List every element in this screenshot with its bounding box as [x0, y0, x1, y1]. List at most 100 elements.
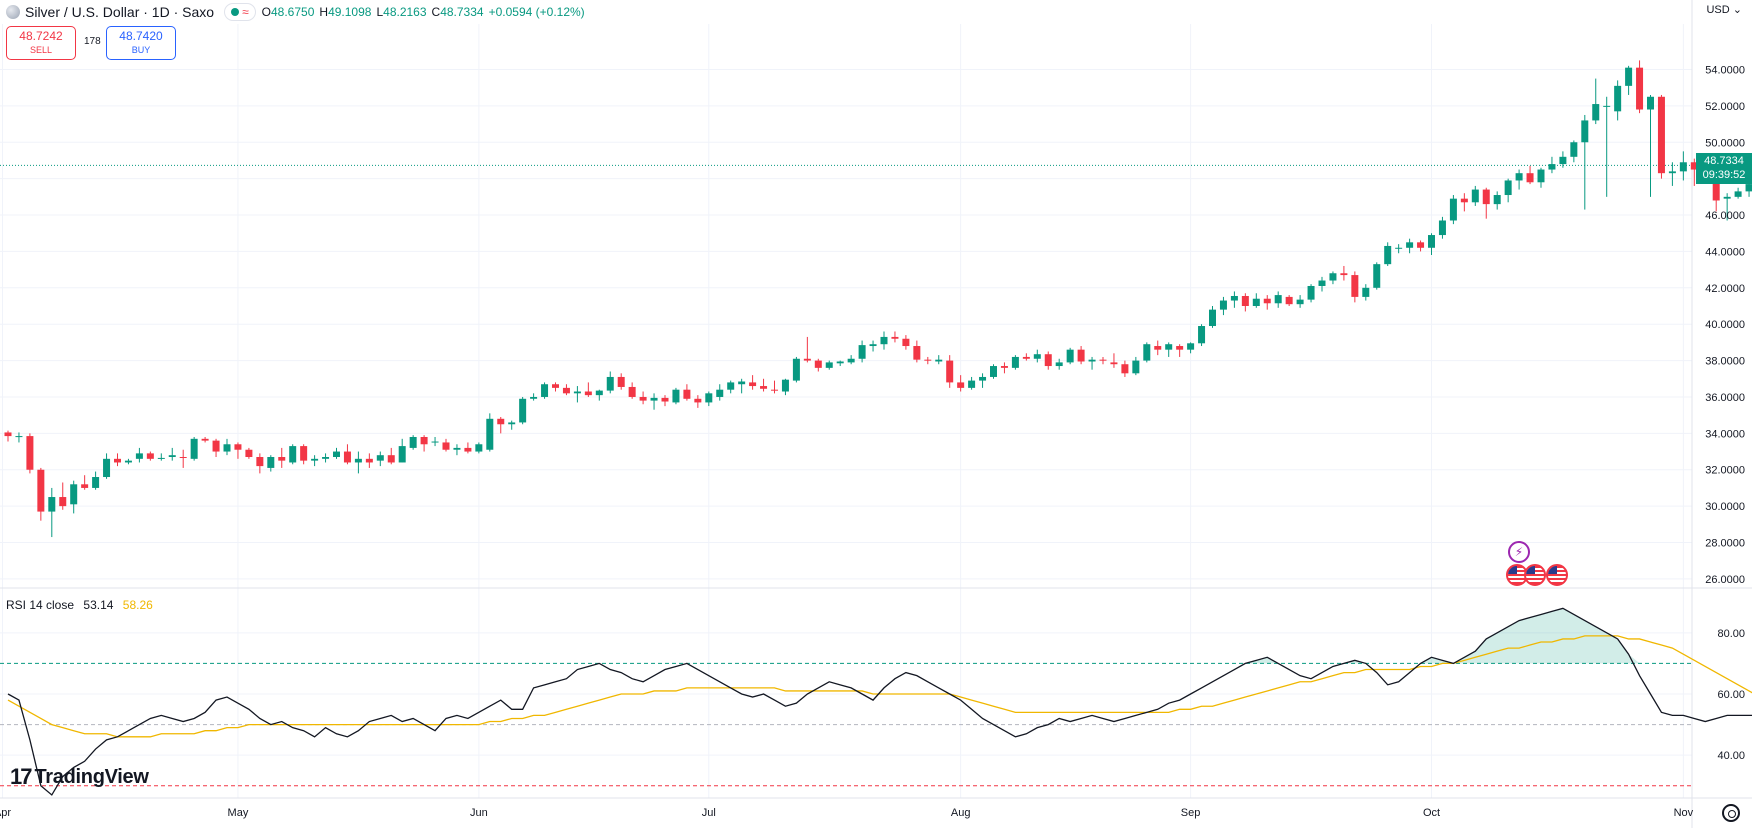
candle	[935, 355, 943, 365]
candle	[803, 336, 811, 363]
tradingview-logo-icon: 17	[10, 764, 33, 789]
candle-body	[1548, 164, 1556, 170]
candle	[661, 395, 669, 407]
candle-body	[1000, 366, 1008, 368]
candle	[1219, 296, 1227, 316]
candle	[880, 331, 888, 350]
candle	[1526, 165, 1534, 185]
candle	[562, 384, 570, 396]
candle	[1559, 151, 1567, 168]
sell-button[interactable]: 48.7242 SELL	[6, 26, 76, 60]
candle-body	[990, 366, 997, 377]
candle	[1482, 187, 1490, 219]
candle-body	[1526, 173, 1534, 183]
candle	[1592, 78, 1600, 125]
candle-body	[212, 440, 220, 452]
candle	[333, 447, 340, 459]
candle-body	[1033, 354, 1041, 359]
candle	[1263, 295, 1271, 310]
candle	[760, 378, 768, 392]
candle-body	[639, 396, 647, 401]
market-status-indicator[interactable]: ≈	[224, 3, 256, 21]
candle-body	[530, 396, 538, 399]
candle	[913, 340, 921, 363]
candle	[212, 438, 220, 458]
last-price-tag: 48.7334 09:39:52	[1696, 153, 1752, 184]
candle	[1044, 351, 1052, 370]
candle-body	[464, 447, 472, 452]
candle	[1406, 238, 1414, 254]
lightning-event-icon[interactable]: ⚡	[1508, 541, 1530, 563]
candle-body	[705, 393, 713, 403]
candle-body	[1428, 235, 1435, 248]
candle	[1011, 355, 1019, 370]
candle-body	[59, 497, 67, 507]
candle	[1230, 291, 1238, 308]
buy-button[interactable]: 48.7420 BUY	[106, 26, 176, 60]
candle	[1340, 265, 1348, 281]
candle-body	[628, 386, 636, 397]
candle-body	[1471, 189, 1479, 203]
candle-body	[935, 359, 943, 362]
candle-body	[497, 418, 505, 425]
candle-body	[792, 358, 800, 381]
candle	[1110, 353, 1118, 368]
candle	[847, 355, 855, 365]
candle	[1537, 167, 1545, 188]
candle	[70, 480, 78, 514]
candle	[716, 384, 724, 401]
candle	[103, 453, 111, 479]
candle-body	[1482, 189, 1490, 205]
candle-body	[300, 446, 308, 461]
market-open-dot-icon	[231, 8, 240, 16]
candle-body	[311, 458, 319, 461]
candle-body	[256, 457, 264, 467]
candle	[990, 364, 997, 379]
candle-body	[694, 398, 702, 403]
candle-body	[409, 436, 417, 448]
candle	[1679, 151, 1687, 181]
candle	[1198, 324, 1206, 347]
candle	[1099, 356, 1107, 365]
candle	[81, 475, 89, 490]
candle-body	[1263, 298, 1271, 304]
candle-body	[1559, 156, 1567, 165]
candle-body	[322, 457, 330, 459]
candle	[453, 444, 461, 456]
candle	[179, 449, 187, 468]
candle-body	[168, 455, 176, 458]
symbol-title[interactable]: Silver / U.S. Dollar · 1D · Saxo	[25, 4, 215, 20]
price-axis-label: 42.0000	[1705, 283, 1745, 295]
candle-body	[354, 458, 362, 463]
candle-body	[114, 458, 121, 463]
candle	[1657, 94, 1665, 179]
ohlc-low: L48.2163	[376, 5, 427, 19]
candle-body	[420, 436, 428, 445]
rsi-overbought-fill	[1453, 608, 1640, 664]
candle	[4, 430, 12, 442]
candle-body	[1044, 354, 1052, 367]
candle-body	[1198, 326, 1206, 344]
candle	[1132, 356, 1140, 376]
candle	[289, 444, 297, 465]
candle-body	[1088, 359, 1096, 362]
candle	[508, 420, 516, 430]
candle-body	[103, 458, 111, 478]
settings-gear-icon[interactable]	[1722, 804, 1740, 822]
candle-body	[1745, 184, 1752, 192]
candle	[322, 453, 330, 463]
candle-body	[1143, 344, 1151, 361]
us-flag-event-icon[interactable]	[1524, 564, 1546, 586]
tradingview-logo[interactable]: 17 TradingView	[10, 764, 149, 790]
candle	[1077, 346, 1085, 365]
us-flag-event-icon[interactable]	[1546, 564, 1568, 586]
candle-body	[1581, 120, 1589, 143]
candle-body	[343, 451, 351, 463]
candle-body	[562, 387, 570, 394]
rsi-legend[interactable]: RSI 14 close 53.14 58.26	[6, 598, 153, 612]
price-change: +0.0594 (+0.12%)	[488, 5, 585, 19]
candle	[541, 382, 549, 399]
candle-body	[968, 380, 976, 388]
currency-selector[interactable]: USD ⌄	[1706, 3, 1742, 16]
